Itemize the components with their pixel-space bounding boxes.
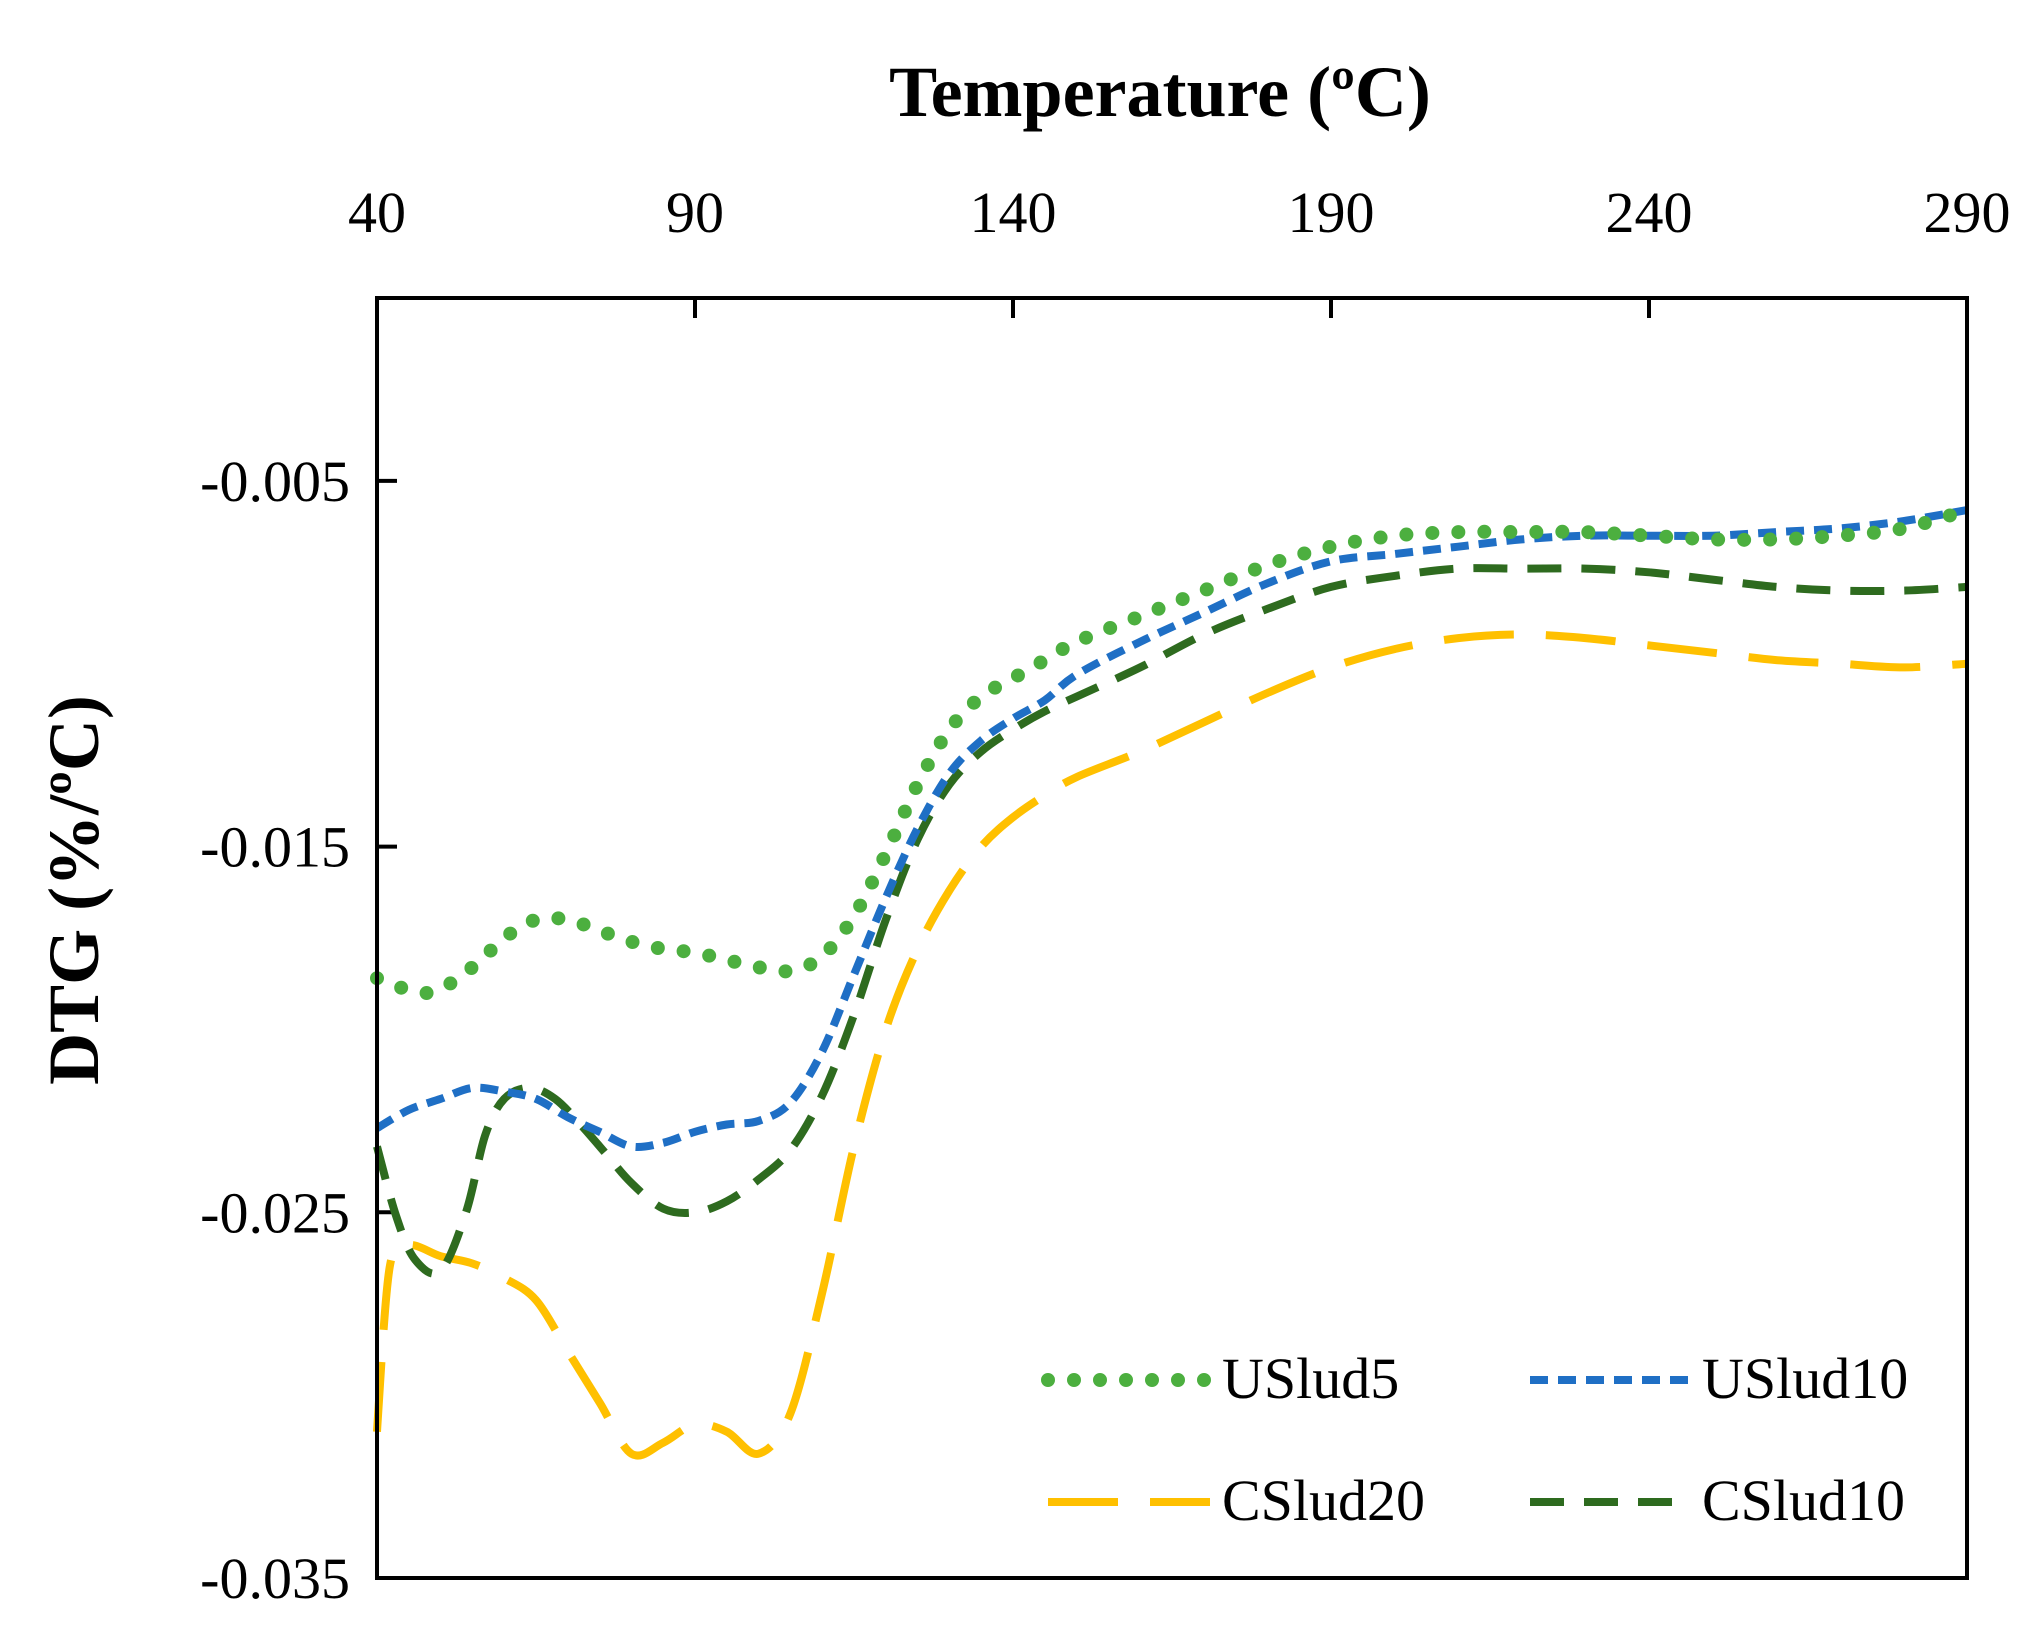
- x-tick-label: 290: [1924, 180, 2011, 245]
- series-group: [370, 503, 1974, 1460]
- y-tick-label: -0.025: [200, 1180, 350, 1245]
- x-tick-label: 90: [666, 180, 724, 245]
- legend-label-uslud10: USlud10: [1702, 1346, 1908, 1411]
- legend-label-uslud5: USlud5: [1222, 1346, 1399, 1411]
- y-tick-label: -0.035: [200, 1546, 350, 1611]
- x-tick-group: 40 90 140 190 240 290: [348, 180, 2011, 318]
- legend-label-cslud20: CSlud20: [1222, 1468, 1425, 1533]
- series-line-uslud5: [370, 503, 1974, 1000]
- y-tick-group: -0.005 -0.015 -0.025 -0.035: [200, 449, 397, 1611]
- legend-label-cslud10: CSlud10: [1702, 1468, 1905, 1533]
- series-line-uslud10: [374, 506, 1968, 1152]
- x-tick-label: 40: [348, 180, 406, 245]
- legend: USlud5 USlud10 CSlud20 CSlud10: [1041, 1346, 1908, 1533]
- x-tick-label: 190: [1288, 180, 1375, 245]
- x-tick-label: 140: [970, 180, 1057, 245]
- x-axis-title: Temperature (ºC): [889, 52, 1431, 132]
- y-tick-label: -0.005: [200, 449, 350, 514]
- y-tick-label: -0.015: [200, 815, 350, 880]
- series-line-cslud10: [373, 564, 1968, 1278]
- x-tick-label: 240: [1606, 180, 1693, 245]
- plot-frame: [375, 296, 1969, 1580]
- y-axis-title: DTG (%/ºC): [34, 695, 114, 1085]
- series-line-cslud20: [373, 630, 1968, 1460]
